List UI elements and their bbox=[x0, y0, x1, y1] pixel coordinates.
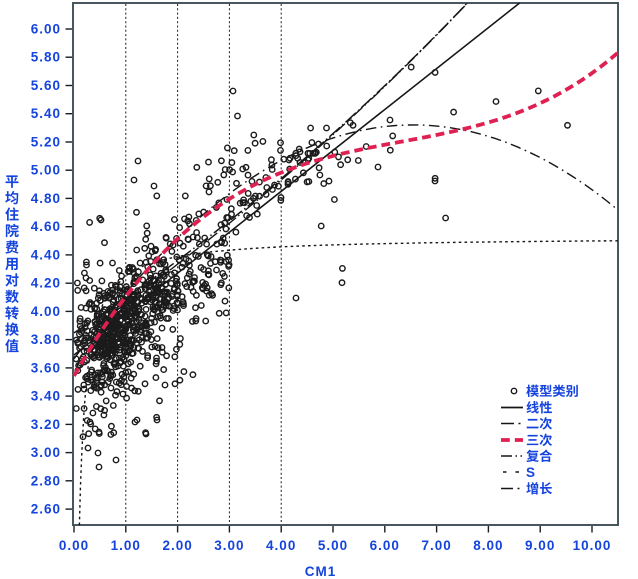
svg-text:10.00: 10.00 bbox=[573, 538, 612, 553]
svg-text:CM1: CM1 bbox=[305, 564, 337, 579]
svg-text:S: S bbox=[526, 465, 535, 480]
svg-text:5.00: 5.00 bbox=[31, 163, 61, 178]
svg-text:4.80: 4.80 bbox=[31, 191, 61, 206]
svg-text:0.00: 0.00 bbox=[59, 538, 89, 553]
svg-text:3.80: 3.80 bbox=[31, 332, 61, 347]
svg-text:9.00: 9.00 bbox=[525, 538, 555, 553]
svg-text:3.60: 3.60 bbox=[31, 360, 61, 375]
svg-text:3.00: 3.00 bbox=[214, 538, 244, 553]
svg-text:7.00: 7.00 bbox=[421, 538, 451, 553]
svg-text:5.80: 5.80 bbox=[31, 50, 61, 65]
svg-text:6.00: 6.00 bbox=[31, 22, 61, 37]
svg-text:3.00: 3.00 bbox=[31, 445, 61, 460]
svg-text:6.00: 6.00 bbox=[370, 538, 400, 553]
svg-text:5.20: 5.20 bbox=[31, 135, 61, 150]
svg-text:5.60: 5.60 bbox=[31, 78, 61, 93]
svg-text:2.60: 2.60 bbox=[31, 502, 61, 517]
svg-text:2.00: 2.00 bbox=[162, 538, 192, 553]
svg-text:5.00: 5.00 bbox=[318, 538, 348, 553]
svg-text:4.00: 4.00 bbox=[31, 304, 61, 319]
svg-text:1.00: 1.00 bbox=[111, 538, 141, 553]
svg-text:5.40: 5.40 bbox=[31, 106, 61, 121]
svg-text:4.20: 4.20 bbox=[31, 276, 61, 291]
svg-text:4.00: 4.00 bbox=[266, 538, 296, 553]
svg-text:4.60: 4.60 bbox=[31, 219, 61, 234]
svg-text:3.40: 3.40 bbox=[31, 389, 61, 404]
svg-text:3.20: 3.20 bbox=[31, 417, 61, 432]
svg-text:4.40: 4.40 bbox=[31, 247, 61, 262]
svg-text:8.00: 8.00 bbox=[473, 538, 503, 553]
svg-text:2.80: 2.80 bbox=[31, 473, 61, 488]
